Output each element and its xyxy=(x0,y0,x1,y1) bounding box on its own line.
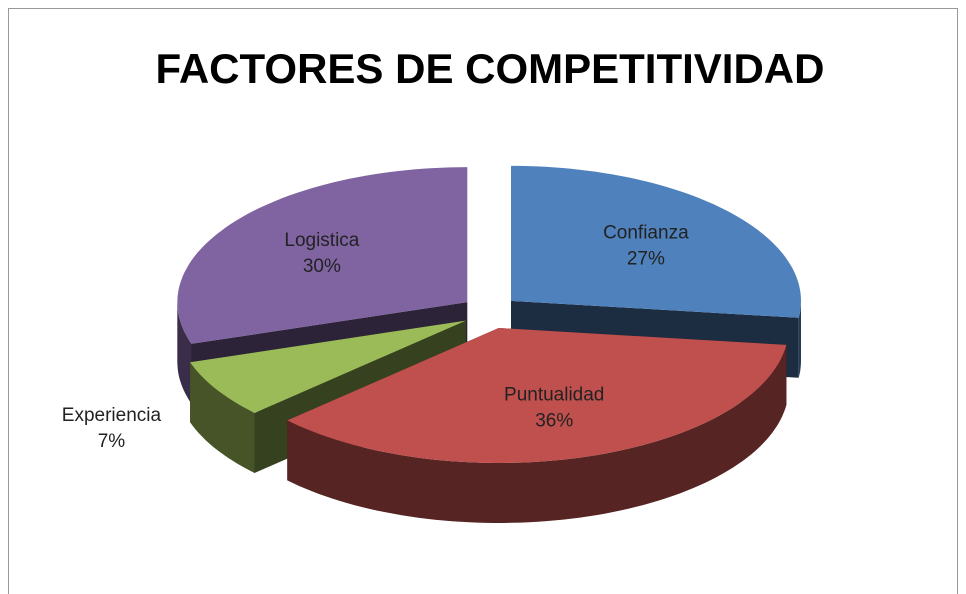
slice-wall xyxy=(798,300,801,378)
slice-top xyxy=(190,320,466,413)
labels: Confianza 27% Puntualidad 36% Experiencia 7% L… xyxy=(62,223,689,453)
slice-wall xyxy=(287,344,787,523)
slice-value-label: 7% xyxy=(98,431,126,452)
slice-label: Logistica xyxy=(284,230,359,251)
slice-label: Confianza xyxy=(603,223,689,244)
slice-top xyxy=(511,165,801,318)
slice-value-label: 27% xyxy=(627,249,665,270)
pie xyxy=(177,165,801,523)
pie-slice xyxy=(287,328,787,523)
slice-wall xyxy=(190,362,255,473)
slice-wall xyxy=(177,302,192,404)
slice-label: Puntualidad xyxy=(504,385,604,406)
slice-top xyxy=(287,328,787,463)
slice-top xyxy=(177,167,468,344)
slice-value-label: 36% xyxy=(535,411,573,432)
slice-value-label: 30% xyxy=(303,256,341,277)
chart-title: FACTORES DE COMPETITIVIDAD xyxy=(156,45,825,92)
slice-label: Experiencia xyxy=(62,405,162,426)
